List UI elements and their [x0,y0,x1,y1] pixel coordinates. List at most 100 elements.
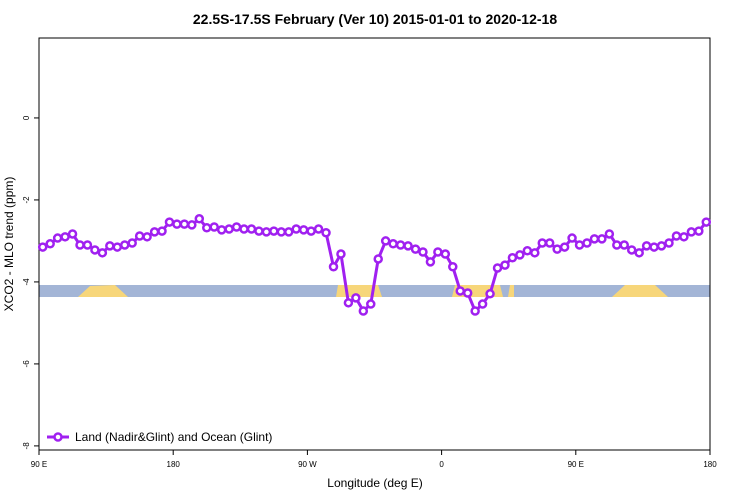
point [589,234,600,244]
x-tick-label: 180 [167,460,181,469]
point [641,241,652,251]
x-tick-label: 90 W [298,460,317,469]
point [231,222,242,232]
point [500,260,510,270]
point [388,239,398,249]
y-tick-label: 0 [22,115,31,120]
x-axis-label: Longitude (deg E) [327,476,422,490]
point [172,219,182,229]
point [45,239,55,249]
point [343,298,354,308]
point [597,234,607,244]
point [75,240,85,250]
point [90,245,100,255]
point [530,248,540,258]
point [328,262,339,272]
point [552,244,562,254]
x-tick-label: 90 E [31,460,47,469]
point [559,242,570,252]
point [60,232,70,242]
point [336,249,346,259]
point [373,254,383,264]
legend-marker [53,432,63,442]
point [291,224,301,234]
point [321,227,331,238]
point [612,240,622,250]
point [157,226,167,236]
point [649,242,659,252]
plot-frame [38,37,711,451]
point [105,241,115,251]
point [671,231,682,241]
point [313,224,324,234]
point [544,238,555,248]
y-axis-label: XCO2 - MLO trend (ppm) [2,177,16,312]
point [134,231,145,241]
point [694,226,704,236]
point [246,224,257,234]
point [462,288,473,298]
point [179,219,190,229]
point [224,224,234,234]
point [97,248,108,258]
point [254,226,264,236]
point [537,238,547,248]
point [202,223,212,233]
point [477,299,488,309]
point [112,242,123,252]
point [67,229,78,239]
point [52,233,63,243]
legend-label: Land (Nadir&Glint) and Ocean (Glint) [75,430,272,444]
point [358,306,369,316]
point [164,217,175,227]
y-tick-label: -4 [22,278,31,286]
point [582,238,592,248]
point [194,214,205,224]
x-tick-label: 90 E [568,460,584,469]
point [261,227,272,237]
x-tick-label: 180 [703,460,717,469]
point [656,241,667,251]
point [269,226,279,236]
point [298,225,309,235]
point [239,224,249,234]
y-tick-label: -8 [22,442,31,450]
point [455,286,465,296]
point [679,232,689,242]
point [626,245,637,255]
point [380,236,391,246]
x-tick-label: 0 [439,460,444,469]
point [492,263,503,273]
point [567,233,577,243]
point [306,226,316,236]
point [395,240,406,250]
point [276,227,287,237]
point [522,246,533,256]
point [701,217,712,227]
point [410,244,421,254]
point [351,293,361,303]
point [216,225,227,235]
point [433,247,443,257]
point [149,227,160,237]
point [515,250,525,260]
point [485,289,495,299]
point [470,306,480,316]
point [440,249,451,259]
y-tick-label: -2 [22,196,31,204]
y-tick-label: -6 [22,360,31,368]
point [119,240,130,250]
point [366,299,376,309]
point [187,220,197,230]
point [664,238,674,248]
point [619,240,630,250]
point [425,257,436,267]
point [142,232,152,242]
point [634,248,644,258]
point [37,242,48,252]
point [403,241,413,251]
point [82,240,93,250]
point [686,227,697,237]
point [418,247,428,257]
point [127,238,137,248]
